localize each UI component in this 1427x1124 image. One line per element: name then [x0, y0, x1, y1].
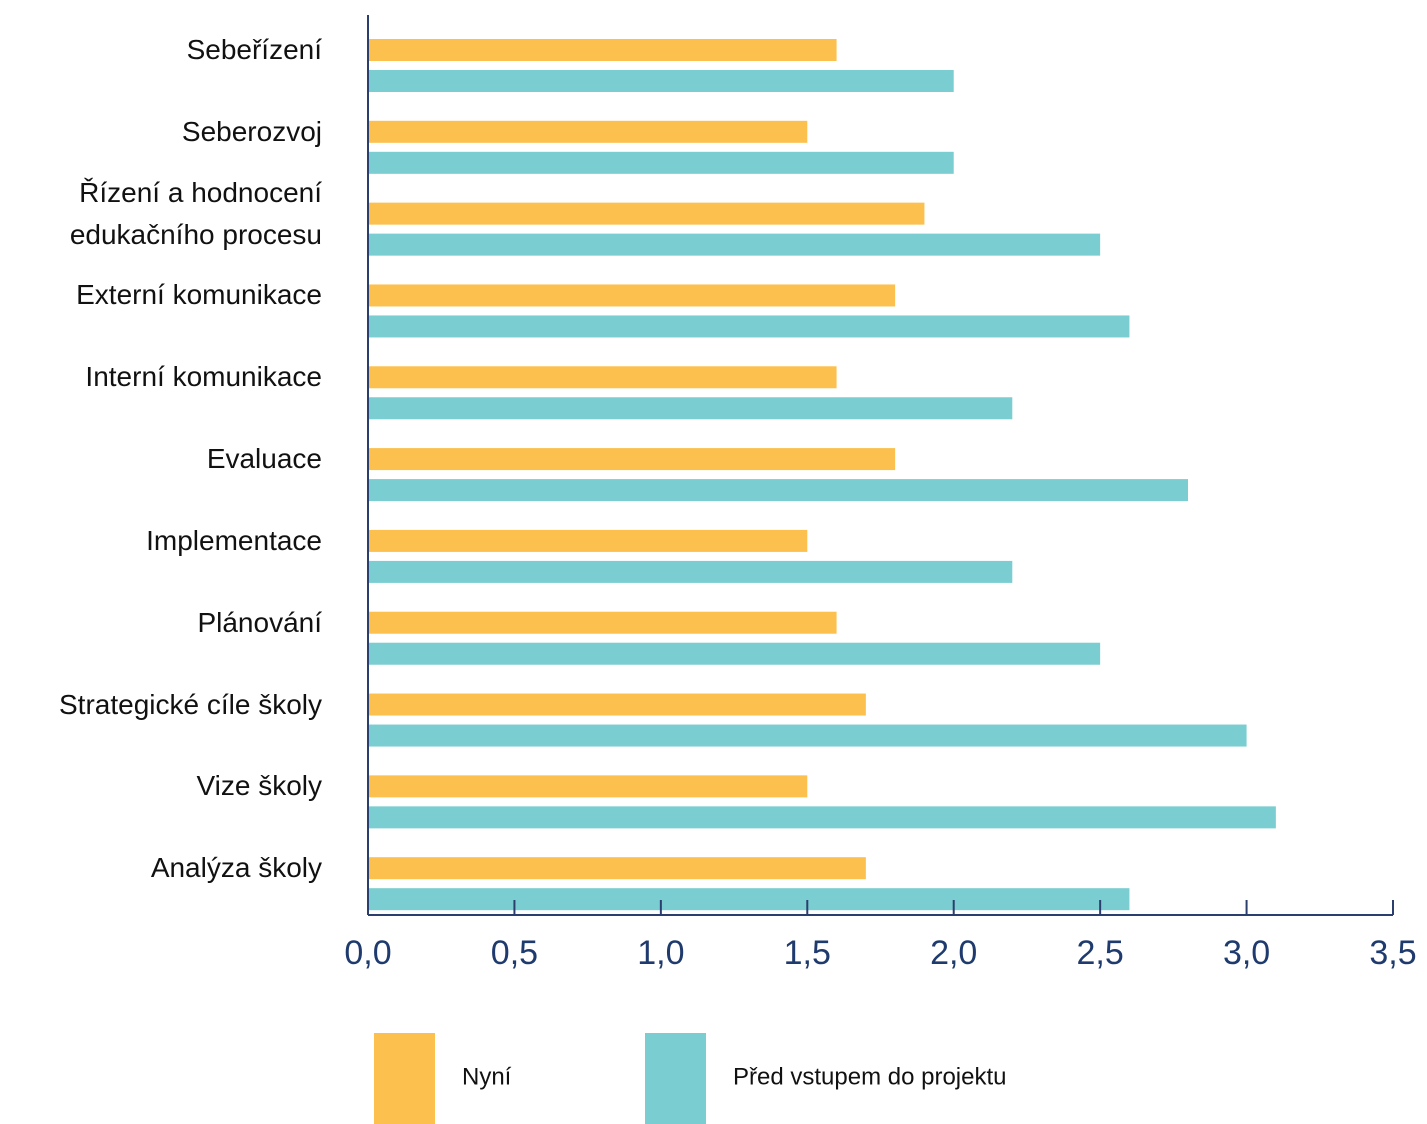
- bar: [368, 366, 837, 389]
- bar: [368, 775, 808, 798]
- category-label: Implementace: [146, 524, 322, 556]
- legend-label: Nyní: [462, 1063, 512, 1090]
- category-label: Řízení a hodnocení edukačního procesu: [69, 176, 322, 250]
- category-label: Externí komunikace: [76, 279, 322, 311]
- legend-swatch: [645, 1033, 706, 1124]
- category-label: Analýza školy: [150, 852, 322, 884]
- x-tick-label: 3,5: [1369, 934, 1416, 972]
- x-tick-label: 2,5: [1077, 934, 1124, 972]
- category-label: Sebeřízení: [186, 34, 322, 65]
- bar: [368, 39, 837, 61]
- bar: [368, 151, 954, 174]
- bar: [368, 479, 1188, 502]
- x-tick-label: 3,0: [1223, 934, 1270, 972]
- bar: [368, 642, 1101, 665]
- bar: [368, 560, 1013, 583]
- x-tick-label: 0,5: [491, 934, 538, 972]
- bar: [368, 315, 1130, 338]
- bar: [368, 611, 837, 634]
- bar: [368, 120, 808, 143]
- category-label: Plánování: [197, 606, 322, 638]
- bar: [368, 724, 1247, 747]
- legend-label: Před vstupem do projektu: [733, 1063, 1006, 1090]
- x-tick-label: 2,0: [930, 934, 977, 972]
- x-tick-label: 1,0: [637, 934, 684, 972]
- x-tick-label: 0,0: [344, 934, 391, 972]
- bar: [368, 233, 1101, 256]
- bar: [368, 284, 896, 307]
- bar: [368, 857, 866, 880]
- category-label: Seberozvoj: [181, 115, 322, 147]
- bar: [368, 888, 1130, 911]
- bar: [368, 397, 1013, 420]
- bar: [368, 806, 1276, 829]
- bar: [368, 693, 866, 716]
- bar: [368, 70, 954, 92]
- category-label: Evaluace: [206, 443, 322, 475]
- category-label: Strategické cíle školy: [59, 688, 322, 720]
- legend-swatch: [374, 1033, 435, 1124]
- bar: [368, 529, 808, 552]
- bar: [368, 448, 896, 471]
- category-label: Vize školy: [196, 770, 322, 802]
- x-tick-label: 1,5: [784, 934, 831, 972]
- bar: [368, 202, 925, 225]
- category-label: Interní komunikace: [85, 361, 322, 393]
